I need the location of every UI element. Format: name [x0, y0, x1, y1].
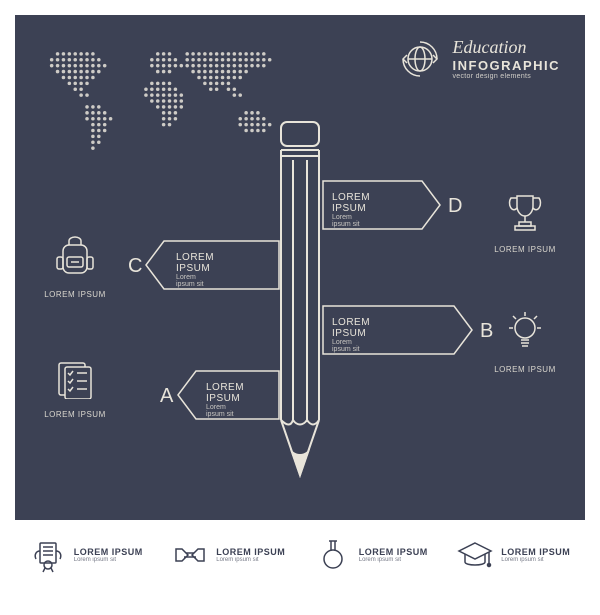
backpack-block: LOREM IPSUM — [35, 235, 115, 299]
flag-b-sub: Lorem ipsum sit — [332, 339, 370, 353]
footer-item-diploma: LOREM IPSUM Lorem ipsum sit — [30, 537, 143, 573]
pencil-icon — [277, 120, 323, 480]
flag-c-title: LOREM IPSUM — [176, 252, 214, 274]
header-title-main: INFOGRAPHIC — [453, 58, 561, 73]
main-panel: Education INFOGRAPHIC vector design elem… — [15, 15, 585, 520]
world-map — [33, 33, 308, 173]
lightbulb-label: LOREM IPSUM — [485, 365, 565, 374]
flag-d-title: LOREM IPSUM — [332, 192, 370, 214]
footer-diploma-sub: Lorem ipsum sit — [74, 557, 143, 563]
trophy-label: LOREM IPSUM — [485, 245, 565, 254]
header: Education INFOGRAPHIC vector design elem… — [399, 37, 561, 80]
footer-item-gradcap: LOREM IPSUM Lorem ipsum sit — [457, 537, 570, 573]
handshake-icon — [172, 537, 208, 573]
checklist-block: LOREM IPSUM — [35, 355, 115, 419]
graduation-cap-icon — [457, 537, 493, 573]
flag-a-letter: A — [160, 385, 173, 408]
backpack-icon — [53, 235, 97, 279]
flag-c-sub: Lorem ipsum sit — [176, 274, 214, 288]
lightbulb-icon — [503, 310, 547, 354]
globe-icon — [399, 38, 441, 80]
trophy-block: LOREM IPSUM — [485, 190, 565, 254]
footer-flask-sub: Lorem ipsum sit — [359, 557, 428, 563]
flag-c-letter: C — [128, 255, 142, 278]
footer-gradcap-title: LOREM IPSUM — [501, 547, 570, 557]
backpack-label: LOREM IPSUM — [35, 290, 115, 299]
flag-a-sub: Lorem ipsum sit — [206, 404, 244, 418]
diploma-icon — [30, 537, 66, 573]
footer-diploma-title: LOREM IPSUM — [74, 547, 143, 557]
footer: LOREM IPSUM Lorem ipsum sit LOREM IPSUM … — [15, 525, 585, 585]
header-subtitle: vector design elements — [453, 73, 561, 80]
flag-d-letter: D — [448, 195, 462, 218]
flag-b-title: LOREM IPSUM — [332, 317, 370, 339]
footer-handshake-title: LOREM IPSUM — [216, 547, 285, 557]
trophy-icon — [503, 190, 547, 234]
flag-a-title: LOREM IPSUM — [206, 382, 244, 404]
footer-item-flask: LOREM IPSUM Lorem ipsum sit — [315, 537, 428, 573]
checklist-icon — [53, 355, 97, 399]
lightbulb-block: LOREM IPSUM — [485, 310, 565, 374]
flag-d-sub: Lorem ipsum sit — [332, 214, 370, 228]
footer-handshake-sub: Lorem ipsum sit — [216, 557, 285, 563]
flask-icon — [315, 537, 351, 573]
footer-flask-title: LOREM IPSUM — [359, 547, 428, 557]
header-title-script: Education — [453, 37, 561, 58]
footer-item-handshake: LOREM IPSUM Lorem ipsum sit — [172, 537, 285, 573]
footer-gradcap-sub: Lorem ipsum sit — [501, 557, 570, 563]
checklist-label: LOREM IPSUM — [35, 410, 115, 419]
